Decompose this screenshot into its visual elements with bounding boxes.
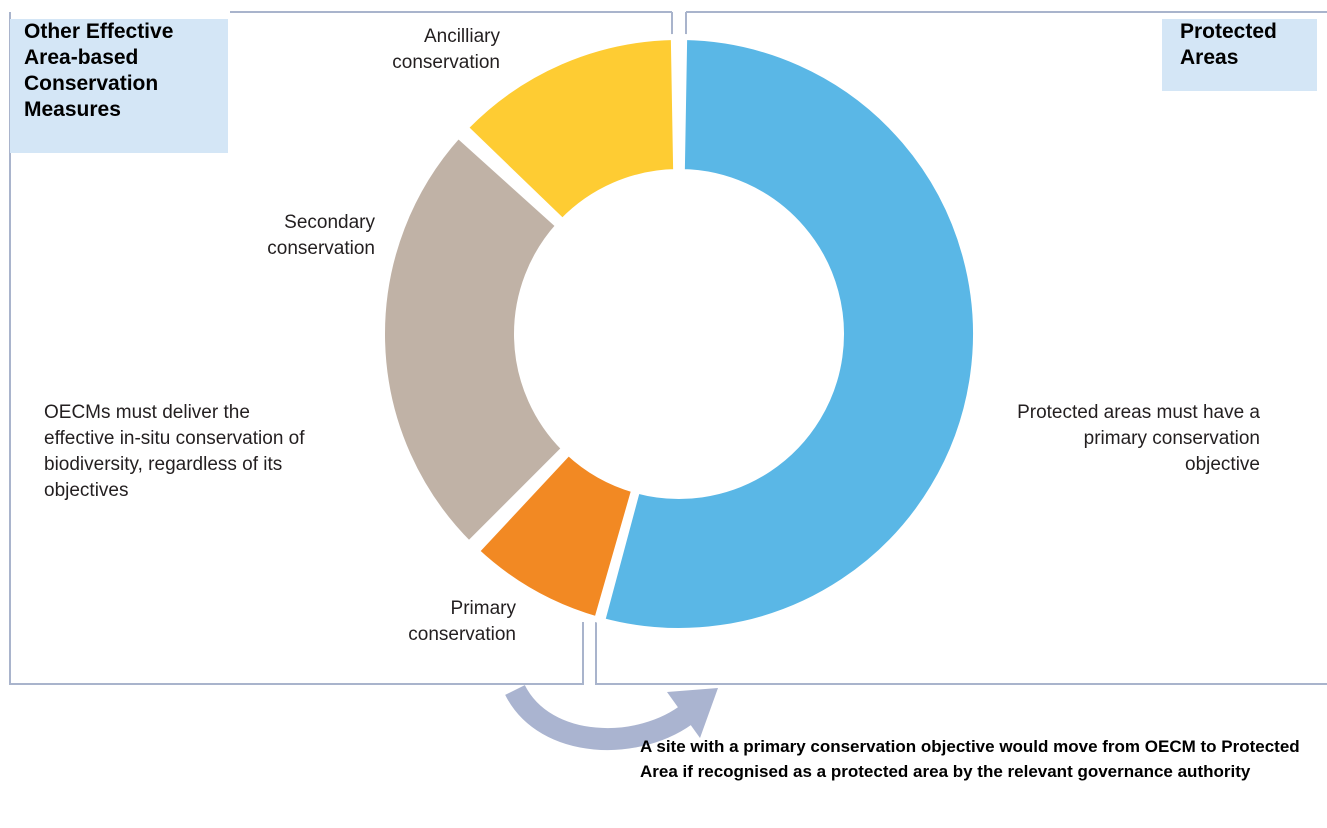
segment-ancilliary [461, 33, 680, 226]
pa-frame-bottom [595, 622, 1327, 685]
label-secondary: Secondary conservation [267, 212, 375, 259]
segment-protected-area [598, 33, 979, 634]
pa-title: Protected Areas [1162, 19, 1317, 91]
label-primary: Primary conservation [408, 598, 516, 645]
oecm-title: Other Effective Area-based Conservation … [10, 19, 228, 153]
oecm-frame [9, 12, 584, 685]
transition-arrow [505, 684, 697, 751]
arrow-head-icon [667, 688, 718, 738]
donut-chart [379, 33, 979, 634]
transition-footnote: A site with a primary conservation objec… [640, 737, 1300, 781]
pa-description: Protected areas must have a primary cons… [1017, 402, 1260, 475]
segment-primary [472, 448, 639, 624]
label-ancilliary: Ancilliary conservation [392, 26, 500, 73]
segment-secondary [379, 131, 569, 549]
oecm-description: OECMs must deliver the effective in-situ… [44, 402, 305, 501]
